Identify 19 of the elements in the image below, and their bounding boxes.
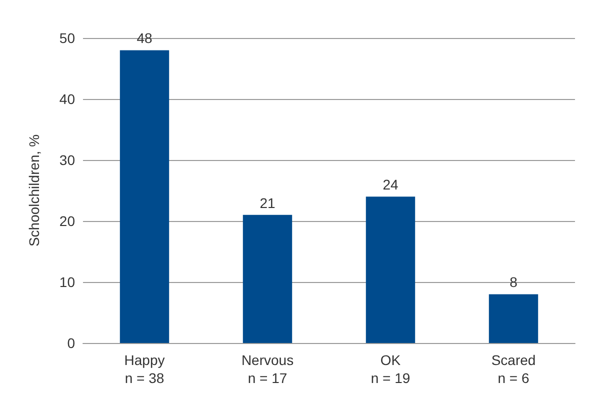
- y-tick-label: 40: [59, 91, 76, 107]
- y-axis-title: Schoolchildren, %: [26, 134, 42, 247]
- y-tick-label: 30: [59, 152, 76, 168]
- y-tick-label: 20: [59, 213, 76, 229]
- data-label: 21: [260, 194, 276, 211]
- y-tick-label: 0: [67, 335, 76, 351]
- data-label: 8: [510, 274, 518, 290]
- x-tick-label: Nervous n = 17: [241, 352, 294, 386]
- data-label: 24: [382, 176, 398, 193]
- bar: [120, 50, 170, 343]
- x-tick-label: Scared n = 6: [491, 352, 536, 386]
- bar: [242, 214, 292, 343]
- y-tick-label: 50: [59, 30, 76, 46]
- data-label: 48: [136, 30, 152, 46]
- y-tick-label: 10: [59, 274, 76, 290]
- x-tick-label: OK n = 19: [370, 352, 410, 386]
- bar: [488, 294, 538, 343]
- bar: [366, 196, 416, 343]
- x-tick-label: Happy n = 38: [124, 352, 165, 386]
